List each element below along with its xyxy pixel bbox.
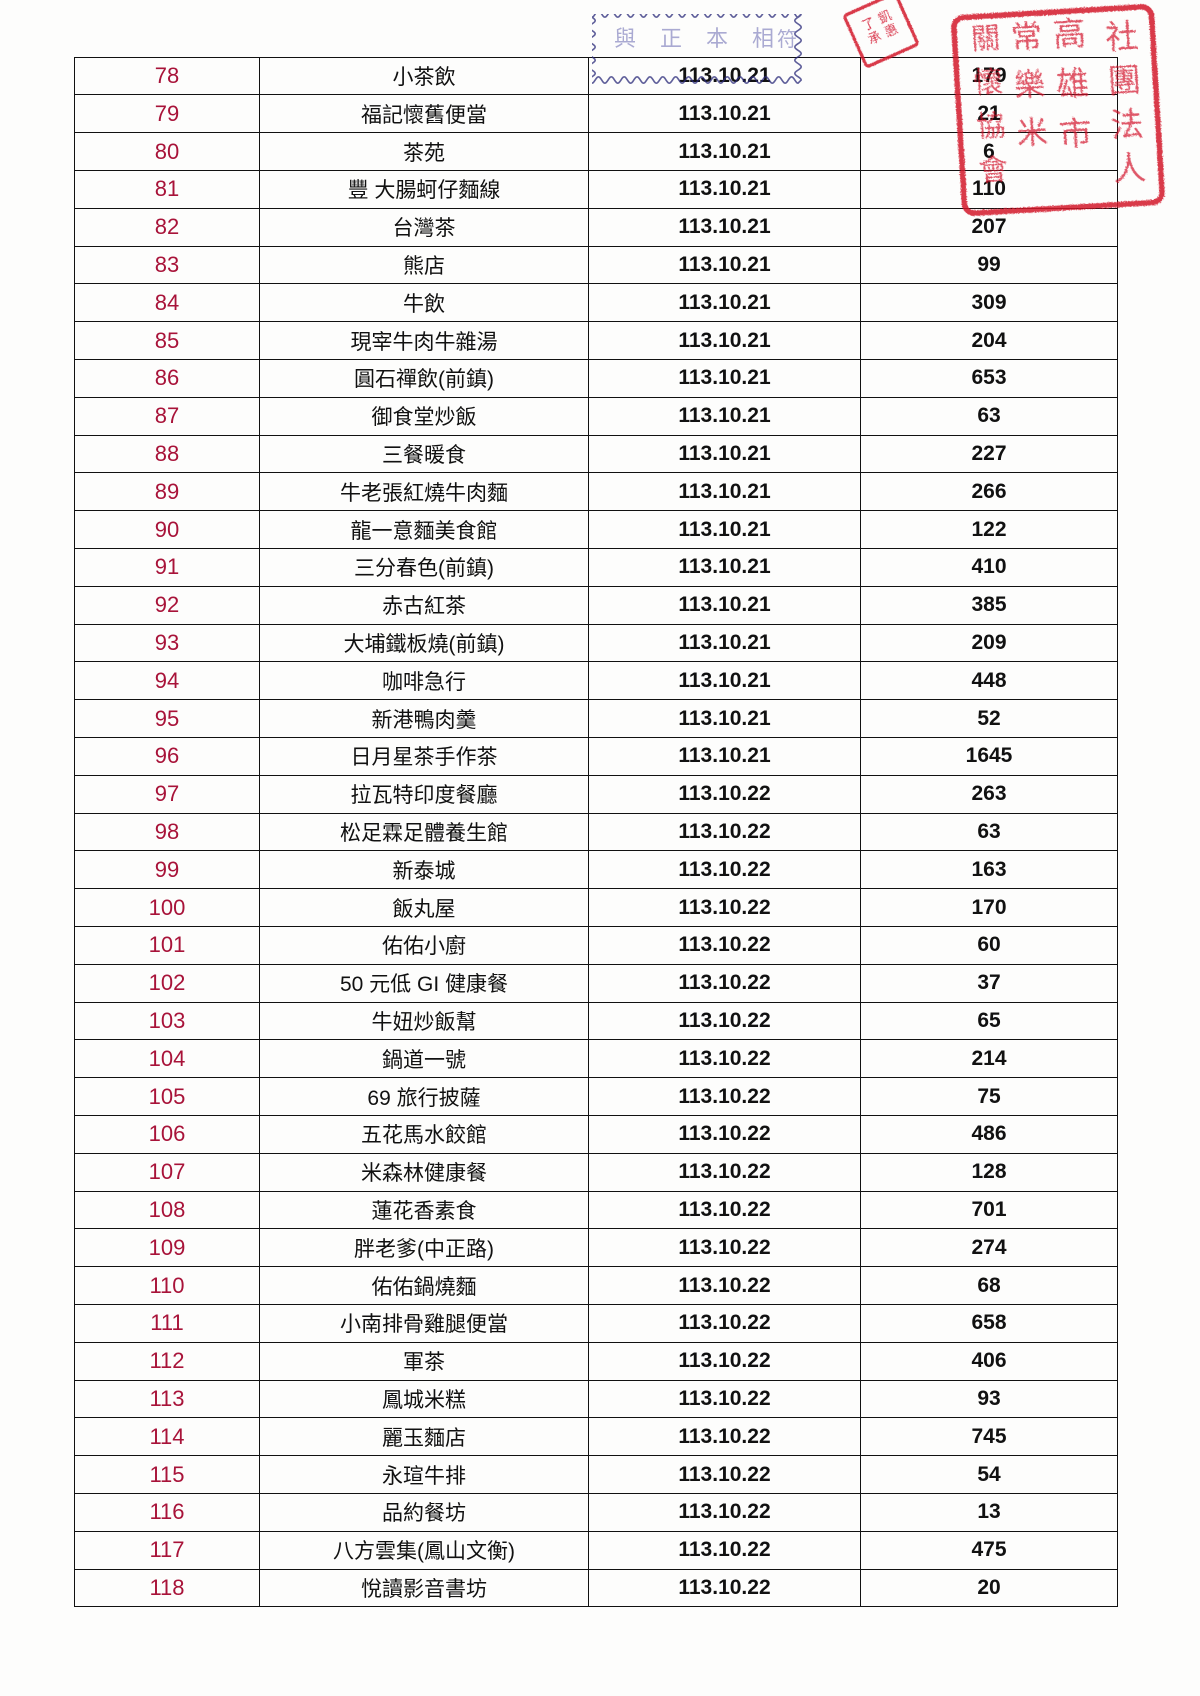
- svg-text:協: 協: [975, 109, 1006, 144]
- svg-text:與: 與: [614, 26, 636, 51]
- svg-text:法: 法: [1109, 105, 1144, 144]
- svg-text:關: 關: [970, 22, 1001, 56]
- svg-text:承: 承: [866, 28, 884, 47]
- svg-text:高: 高: [1052, 14, 1087, 53]
- svg-text:會: 會: [978, 153, 1009, 188]
- svg-text:正: 正: [660, 26, 682, 51]
- svg-text:本: 本: [706, 26, 728, 51]
- svg-text:樂: 樂: [1013, 67, 1046, 104]
- svg-text:符: 符: [777, 28, 797, 51]
- svg-text:相: 相: [752, 26, 774, 51]
- svg-text:常: 常: [1010, 19, 1043, 56]
- svg-text:人: 人: [1112, 149, 1147, 188]
- svg-text:米: 米: [1016, 115, 1049, 152]
- svg-text:懷: 懷: [973, 65, 1004, 100]
- svg-text:團: 團: [1107, 61, 1142, 100]
- svg-text:社: 社: [1104, 17, 1139, 56]
- svg-text:市: 市: [1058, 114, 1093, 153]
- svg-text:惠: 惠: [882, 21, 900, 40]
- svg-text:雄: 雄: [1055, 64, 1090, 103]
